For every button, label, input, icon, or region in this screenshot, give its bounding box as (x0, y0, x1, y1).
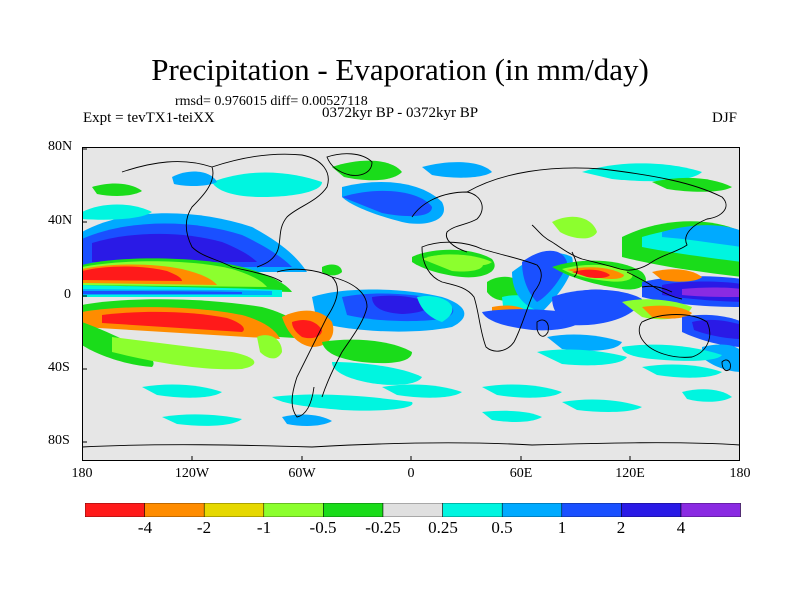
colorbar-label-10: 4 (676, 518, 686, 537)
colorbar-label-2: -2 (196, 518, 212, 537)
colorbar-swatch-11 (680, 503, 741, 517)
stats-label: rmsd= 0.976015 diff= 0.00527118 (175, 94, 368, 109)
plot-title: Precipitation - Evaporation (in mm/day) (151, 52, 649, 87)
colorbar-swatch-6 (382, 503, 443, 517)
north-america-east-coast (211, 153, 329, 268)
colorbar-swatch-1 (85, 503, 145, 517)
colorbar-label-3: -1 (256, 518, 272, 537)
greenland-coast (326, 153, 373, 176)
colorbar-label-6: 0.25 (428, 518, 458, 537)
africa-coast (421, 241, 542, 352)
colorbar-label-4: -0.5 (309, 518, 337, 537)
lon-label-60w: 60W (288, 466, 316, 481)
coastlines (82, 153, 740, 448)
lat-label-80n: 80N (48, 139, 73, 154)
lon-label-120w: 120W (174, 466, 210, 481)
period-label: 0372kyr BP - 0372kyr BP (322, 105, 479, 121)
lon-label-60e: 60E (509, 466, 533, 481)
west-pacific-field (552, 221, 740, 402)
lat-label-80s: 80S (48, 433, 70, 448)
colorbar-swatch-9 (561, 503, 622, 517)
colorbar-swatch-10 (621, 503, 682, 517)
maritime-coast-1 (626, 271, 683, 300)
lat-label-0: 0 (64, 287, 71, 302)
asia-coast (466, 167, 727, 271)
colorbar-label-1: -4 (137, 518, 153, 537)
colorbar-label-9: 2 (616, 518, 626, 537)
australia-coast (638, 314, 711, 358)
colorbar (85, 503, 741, 517)
antarctica-coast (82, 442, 740, 448)
colorbar-swatch-3 (203, 503, 265, 517)
axis-ticks (82, 148, 631, 461)
lat-label-40n: 40N (48, 213, 73, 228)
lon-label-180w: 180 (71, 466, 93, 481)
colorbar-swatch-7 (442, 503, 503, 517)
colorbar-swatch-2 (144, 503, 205, 517)
map-panel (82, 147, 740, 461)
colorbar-label-7: 0.5 (491, 518, 513, 537)
experiment-label: Expt = tevTX1-teiXX (83, 110, 215, 126)
new-zealand-coast (721, 359, 731, 372)
colorbar-swatch-4 (263, 503, 324, 517)
lon-label-0: 0 (407, 466, 415, 481)
madagascar-coast (536, 319, 549, 337)
maritime-coast-2 (641, 285, 673, 293)
lon-label-120e: 120E (615, 466, 645, 481)
south-america-west-coast (276, 268, 338, 418)
colorbar-swatch-5 (323, 503, 384, 517)
misc-field (82, 160, 732, 426)
south-america-east-coast (321, 276, 368, 398)
colorbar-label-5: -0.25 (365, 518, 401, 537)
europe-coast (411, 191, 483, 253)
africa-indian-field (427, 216, 642, 366)
colorbar-swatch-8 (501, 503, 563, 517)
india-coast (571, 251, 578, 278)
lat-label-40s: 40S (48, 360, 70, 375)
pacific-field (82, 213, 312, 370)
lon-label-180e: 180 (729, 466, 751, 481)
north-america-west-coast (121, 161, 283, 283)
season-label: DJF (712, 110, 738, 126)
colorbar-label-8: 1 (557, 518, 567, 537)
